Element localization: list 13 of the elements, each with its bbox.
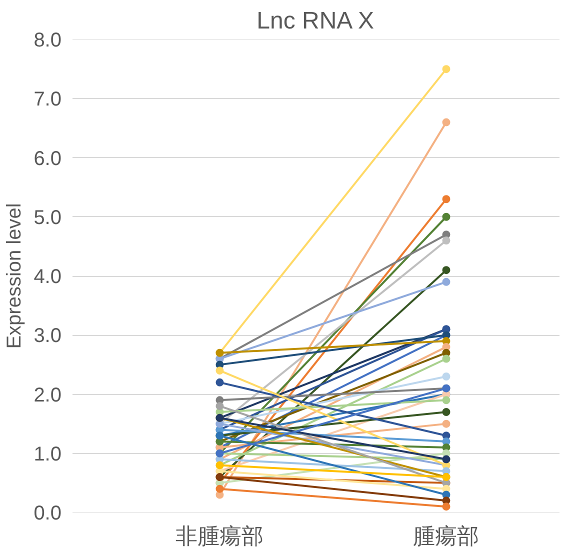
y-tick-label: 6.0 bbox=[34, 148, 62, 170]
y-tick-label: 4.0 bbox=[34, 266, 62, 288]
x-tick-label: 腫瘍部 bbox=[413, 524, 480, 548]
y-tick-label: 7.0 bbox=[34, 88, 62, 111]
y-tick-label: 2.0 bbox=[34, 384, 62, 406]
y-tick-label: 5.0 bbox=[34, 206, 62, 229]
y-axis-title: Expression level bbox=[4, 203, 26, 349]
x-tick-label: 非腫瘍部 bbox=[176, 524, 264, 548]
y-tick-label: 3.0 bbox=[34, 325, 62, 348]
y-tick-label: 8.0 bbox=[34, 30, 62, 52]
y-tick-label: 1.0 bbox=[34, 443, 62, 466]
chart-title: Lnc RNA X bbox=[256, 8, 374, 34]
y-tick-label: 0.0 bbox=[34, 502, 62, 524]
